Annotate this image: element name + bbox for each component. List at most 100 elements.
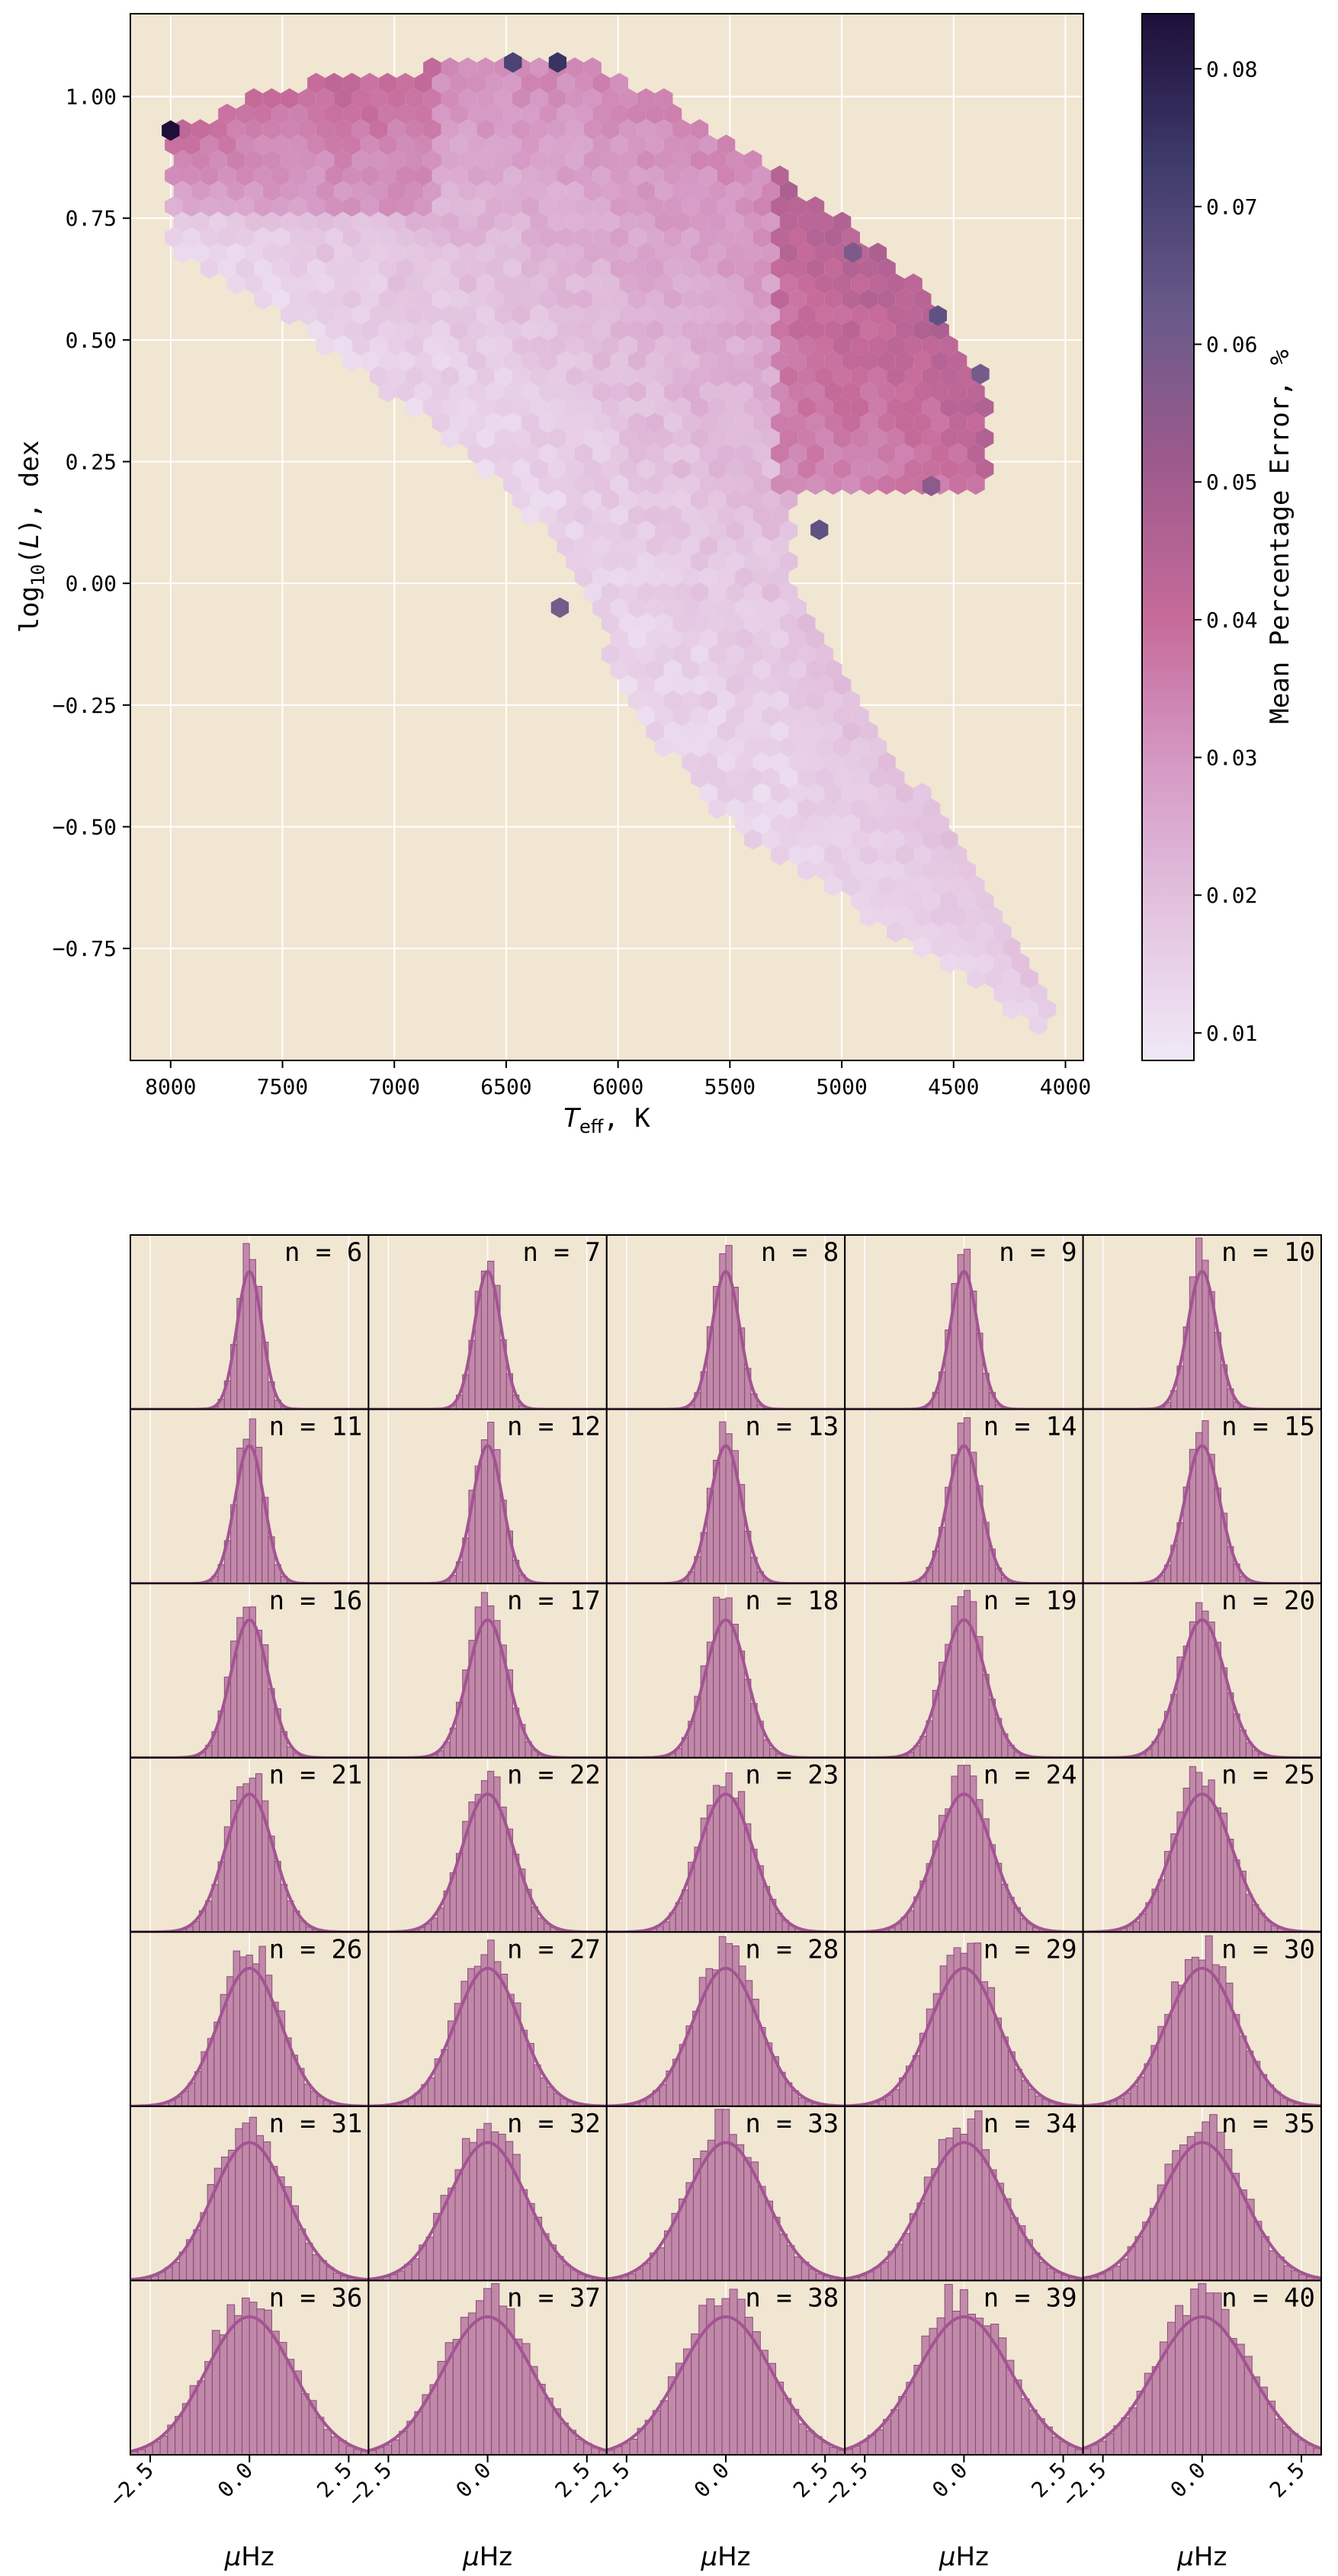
hexbin-cell <box>316 242 335 264</box>
hexbin-cell <box>601 88 620 109</box>
histogram-panel: n = 31 <box>130 2105 370 2282</box>
hexbin-cell <box>414 351 432 371</box>
hexbin-cell <box>370 149 388 171</box>
hexbin-cell <box>682 381 700 403</box>
hexbin-cell <box>682 566 700 588</box>
hexbin-cell <box>655 428 673 449</box>
hexbin-cell <box>868 242 887 264</box>
hexbin-cell <box>967 875 985 897</box>
hexbin-cell <box>521 319 540 341</box>
histogram-panel: n = 9 <box>844 1234 1084 1411</box>
histogram-bar <box>249 2302 258 2456</box>
hexbin-cell <box>842 412 860 433</box>
hexbin-cell <box>226 181 245 202</box>
hexbin-cell <box>592 598 611 618</box>
histogram-panel-label: n = 8 <box>761 1237 839 1268</box>
histogram-bar <box>1157 1879 1165 1933</box>
histogram-panel: n = 28 <box>605 1931 846 2108</box>
hexbin-cell <box>458 181 477 202</box>
hexbin-cell <box>476 242 495 264</box>
hexbin-cell <box>619 551 637 573</box>
histogram-bar <box>721 2298 730 2456</box>
hexbin-cell <box>672 211 691 233</box>
histogram-kde-curve <box>1083 2141 1322 2280</box>
hexbin-cell <box>967 968 985 989</box>
hexbin-cell <box>663 381 682 403</box>
hexbin-cell <box>601 428 620 449</box>
hexbin-cell <box>637 675 656 696</box>
hexbin-cell <box>860 258 878 279</box>
hexbin-cell <box>744 520 762 541</box>
hexbin-cell <box>547 396 566 418</box>
hexbin-cell <box>165 196 183 217</box>
hexbin-cell <box>904 396 922 418</box>
hexbin-cell <box>851 829 869 850</box>
hexbin-cell <box>931 906 949 927</box>
hexbin-cell <box>592 412 611 433</box>
hexbin-cell <box>752 505 772 526</box>
hexbin-cell <box>628 536 647 557</box>
hexbin-cell <box>895 319 914 341</box>
hexbin-cell <box>486 381 504 403</box>
hexbin-cell <box>663 628 682 650</box>
histogram-x-axis-title-prefix: μ <box>1176 2542 1194 2572</box>
hexbin-cell <box>771 628 789 650</box>
hexbin-cell <box>619 211 637 233</box>
hexbin-cell <box>557 165 575 186</box>
hexbin-cell <box>878 845 896 865</box>
hexbin-cell <box>762 181 780 202</box>
hexbin-cell <box>387 149 406 171</box>
hexbin-cell <box>682 598 700 618</box>
hexbin-cell <box>762 551 780 573</box>
hexbin-cell <box>663 443 682 464</box>
hexbin-cell <box>262 181 281 202</box>
histogram-kde-curve <box>844 2315 1084 2451</box>
hexbin-cell <box>762 767 780 788</box>
histogram-panel: n = 14 <box>844 1408 1084 1586</box>
hexbin-cell <box>842 319 860 341</box>
hexbin-cell <box>797 736 816 758</box>
hexbin-cell <box>218 258 236 279</box>
hexbin-cell <box>1038 999 1057 1020</box>
hexbin-cell <box>672 582 691 603</box>
hexbin-cell <box>735 628 753 650</box>
hexbin-cell <box>226 242 245 264</box>
hexbin-cell <box>699 227 717 248</box>
hexbin-cell <box>824 845 842 865</box>
hexbin-cell <box>601 396 620 418</box>
histogram-bar <box>952 2128 961 2281</box>
hexbin-cell <box>726 304 744 326</box>
hexbin-cell <box>342 351 361 371</box>
hexbin-cell <box>806 258 825 279</box>
hexbin-cell <box>423 181 441 202</box>
hexbin-cell <box>539 258 557 279</box>
hexbin-cell <box>245 149 263 171</box>
hexbin-cell <box>868 890 887 912</box>
histogram-panel-label: n = 30 <box>1221 1934 1315 1965</box>
hexbin-cell <box>583 428 602 449</box>
histogram-bar <box>1194 2132 1203 2281</box>
histogram-x-axis-title: μHz <box>1176 2542 1227 2572</box>
histogram-panel-label: n = 23 <box>745 1760 839 1791</box>
hexbin-cell-high-error <box>844 242 862 263</box>
hexbin-cell <box>717 628 736 650</box>
histogram-bar <box>806 2430 815 2456</box>
hexbin-cell <box>779 304 798 326</box>
histogram-kde-curve <box>845 1966 1083 2108</box>
hexbin-cell <box>405 119 424 140</box>
histogram-panel-label: n = 36 <box>269 2282 363 2313</box>
hexbin-cell <box>735 319 753 341</box>
histogram-bar <box>1211 1964 1220 2107</box>
hexbin-cell <box>378 227 396 248</box>
histogram-bar <box>1205 1935 1213 2107</box>
hexbin-cell <box>663 258 682 279</box>
hexbin-cell <box>708 798 727 820</box>
hexbin-cell <box>503 196 521 217</box>
hexbin-cell <box>887 273 905 294</box>
hexbin-cell <box>655 582 673 603</box>
hexbin-cell <box>690 396 709 418</box>
hexbin-cell <box>396 258 415 279</box>
histogram-bar <box>271 2331 280 2456</box>
histogram-panel: n = 33 <box>605 2105 846 2282</box>
colorbar-ticks: 0.010.020.030.040.050.060.070.08 <box>1194 56 1257 1046</box>
